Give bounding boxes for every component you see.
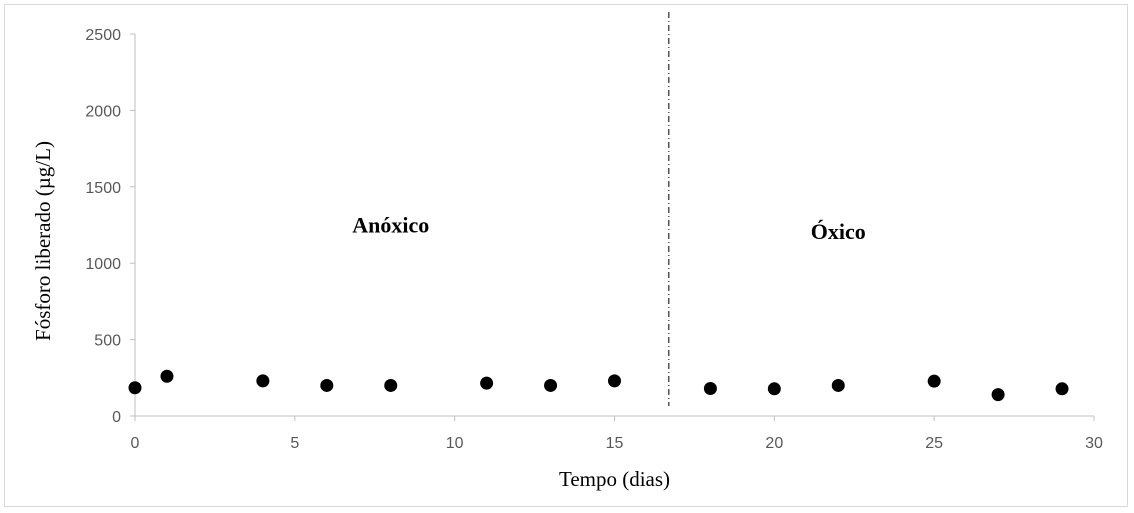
y-tick-label: 2000 bbox=[85, 103, 121, 120]
region-label: Anóxico bbox=[352, 213, 429, 238]
x-tick-label: 10 bbox=[446, 435, 464, 452]
annotations: Anóxico Óxico bbox=[352, 213, 866, 244]
y-tick-label: 1500 bbox=[85, 180, 121, 197]
data-point bbox=[703, 381, 717, 395]
x-tick-label: 30 bbox=[1085, 435, 1103, 452]
region-label: Óxico bbox=[811, 219, 866, 244]
data-point bbox=[991, 388, 1005, 402]
y-tick-label: 2500 bbox=[85, 27, 121, 44]
data-point bbox=[1055, 382, 1069, 396]
data-point bbox=[160, 369, 174, 383]
y-axis-label: Fósforo liberado (µg/L) bbox=[31, 141, 55, 341]
data-point bbox=[320, 378, 334, 392]
y-tick-label: 0 bbox=[112, 409, 121, 426]
x-tick-label: 25 bbox=[925, 435, 943, 452]
tick-labels: 0 500 1000 1500 2000 2500 0 5 10 15 20 25 30 bbox=[85, 27, 1103, 452]
data-point bbox=[544, 378, 558, 392]
data-point bbox=[256, 374, 270, 388]
x-axis-label: Tempo (dias) bbox=[559, 467, 670, 491]
axes bbox=[130, 12, 1095, 421]
chart-frame bbox=[4, 4, 1128, 507]
x-tick-label: 15 bbox=[606, 435, 624, 452]
data-point bbox=[831, 378, 845, 392]
data-point bbox=[128, 381, 142, 395]
y-tick-label: 1000 bbox=[85, 256, 121, 273]
y-tick-label: 500 bbox=[94, 333, 121, 350]
data-point bbox=[480, 376, 494, 390]
x-tick-label: 0 bbox=[131, 435, 140, 452]
x-tick-label: 20 bbox=[765, 435, 783, 452]
x-tick-label: 5 bbox=[290, 435, 299, 452]
data-point bbox=[927, 374, 941, 388]
data-point bbox=[767, 382, 781, 396]
data-points bbox=[128, 369, 1069, 402]
data-point bbox=[384, 378, 398, 392]
data-point bbox=[608, 374, 621, 388]
